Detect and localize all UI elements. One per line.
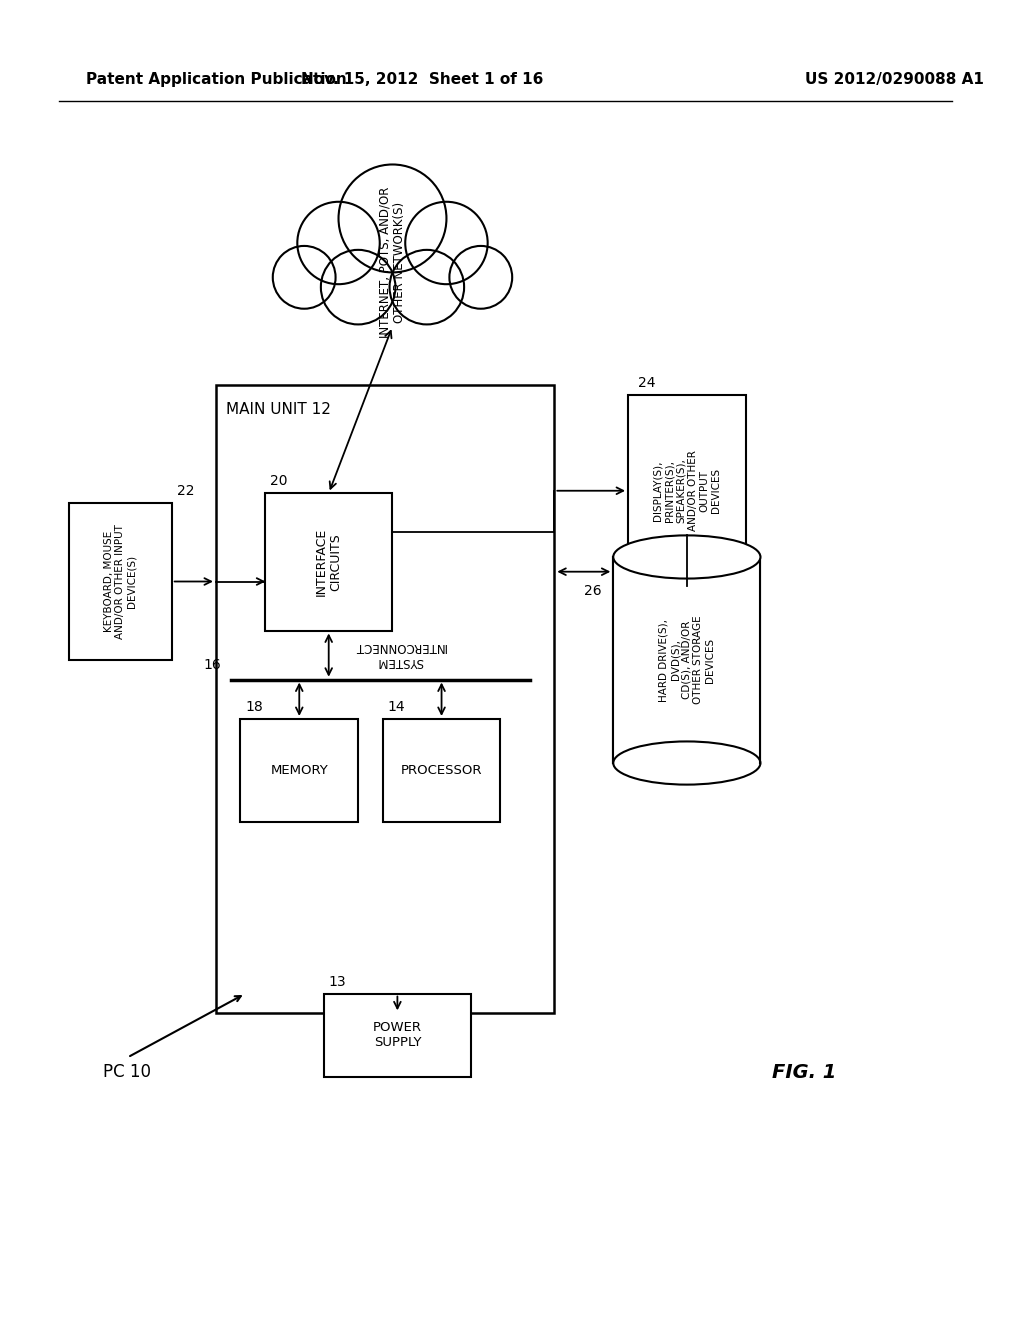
Text: KEYBOARD, MOUSE
AND/OR OTHER INPUT
DEVICE(S): KEYBOARD, MOUSE AND/OR OTHER INPUT DEVIC… [103,524,137,639]
Text: DISPLAY(S),
PRINTER(S),
SPEAKER(S),
AND/OR OTHER
OUTPUT
DEVICES: DISPLAY(S), PRINTER(S), SPEAKER(S), AND/… [653,450,721,531]
Ellipse shape [613,742,761,784]
Text: Nov. 15, 2012  Sheet 1 of 16: Nov. 15, 2012 Sheet 1 of 16 [301,71,543,87]
Bar [613,557,761,763]
Bar [265,494,392,631]
Circle shape [389,249,464,325]
Text: 26: 26 [584,585,601,598]
Text: PROCESSOR: PROCESSOR [400,764,482,777]
Text: MAIN UNIT 12: MAIN UNIT 12 [225,403,331,417]
Bar [324,994,471,1077]
Text: SYSTEM
INTERCONNECT: SYSTEM INTERCONNECT [353,640,445,668]
Text: HARD DRIVE(S),
DVD(S),
CD(S), AND/OR
OTHER STORAGE
DEVICES: HARD DRIVE(S), DVD(S), CD(S), AND/OR OTH… [658,615,715,705]
Text: FIG. 1: FIG. 1 [772,1063,837,1081]
Text: MEMORY: MEMORY [270,764,328,777]
Text: 18: 18 [246,700,263,714]
Ellipse shape [613,536,761,578]
Text: INTERNET, POTS, AND/OR
OTHER NETWORK(S): INTERNET, POTS, AND/OR OTHER NETWORK(S) [379,187,407,338]
Circle shape [406,202,487,284]
Text: US 2012/0290088 A1: US 2012/0290088 A1 [805,71,983,87]
Bar [613,557,761,763]
Circle shape [321,249,395,325]
Bar [628,395,745,586]
Bar [241,719,358,822]
Text: 118: 118 [304,236,331,249]
Text: INTERFACE
CIRCUITS: INTERFACE CIRCUITS [314,528,343,597]
Circle shape [339,165,446,272]
Text: 16: 16 [203,657,221,672]
Bar [383,719,501,822]
Text: POWER
SUPPLY: POWER SUPPLY [373,1022,422,1049]
Circle shape [297,202,380,284]
Text: 14: 14 [387,700,406,714]
Text: 24: 24 [638,376,655,391]
Bar [216,385,554,1014]
Circle shape [450,246,512,309]
Text: 13: 13 [329,975,346,989]
Text: Patent Application Publication: Patent Application Publication [86,71,347,87]
Text: 20: 20 [270,474,288,488]
Bar [69,503,172,660]
Text: PC 10: PC 10 [103,1063,151,1081]
Circle shape [272,246,336,309]
Text: 22: 22 [176,484,195,498]
